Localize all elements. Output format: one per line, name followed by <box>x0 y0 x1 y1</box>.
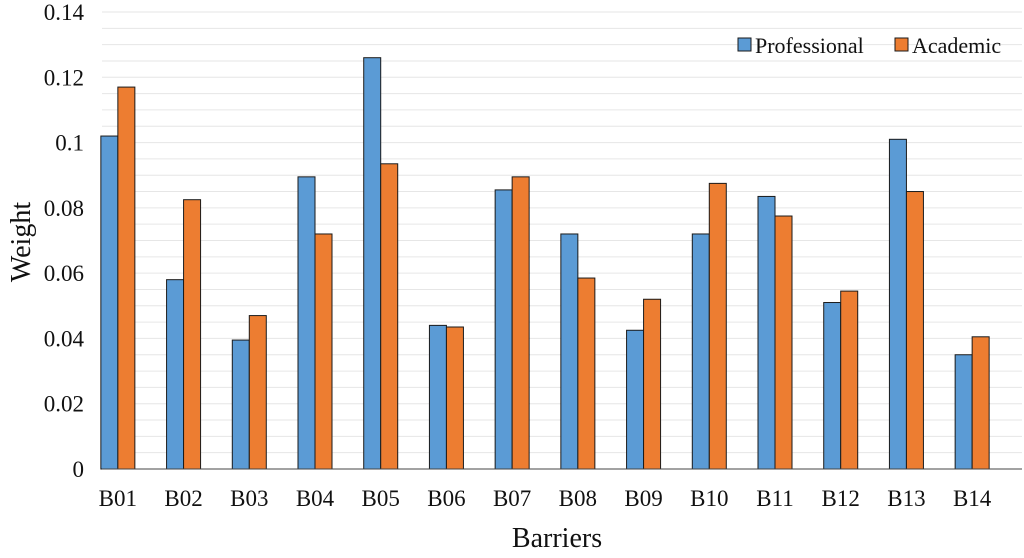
legend-swatch-professional <box>737 37 752 52</box>
x-tick-label: B09 <box>624 486 662 511</box>
x-tick-label: B04 <box>296 486 335 511</box>
bar-professional-b10 <box>691 233 710 470</box>
x-tick-label: B14 <box>953 486 992 511</box>
x-tick-label: B11 <box>756 486 794 511</box>
bar-academic-b06 <box>445 326 464 470</box>
x-tick-label: B08 <box>559 486 597 511</box>
bar-academic-b02 <box>183 199 202 470</box>
bar-academic-b12 <box>840 290 859 470</box>
y-tick-label: 0.02 <box>44 392 84 417</box>
x-tick-labels: B01 B02 B03 B04 B05 B06 B07 B08 B09 B10 B11 B12 B13 B… <box>99 486 992 511</box>
legend-label-academic: Academic <box>912 33 1001 58</box>
x-tick-label: B02 <box>164 486 202 511</box>
bar-academic-b08 <box>577 277 596 470</box>
bar-professional-b05 <box>363 57 382 470</box>
bar-professional-b09 <box>626 329 645 470</box>
y-tick-label: 0.08 <box>44 196 84 221</box>
legend-swatch-academic <box>894 37 909 52</box>
x-tick-label: B07 <box>493 486 531 511</box>
bar-professional-b07 <box>494 189 513 470</box>
y-tick-label: 0.1 <box>55 131 84 156</box>
x-tick-label: B12 <box>822 486 860 511</box>
bar-academic-b03 <box>248 315 267 470</box>
bar-academic-b14 <box>971 336 990 470</box>
x-tick-label: B13 <box>887 486 925 511</box>
bar-professional-b14 <box>954 354 973 470</box>
bar-academic-b04 <box>314 233 333 470</box>
x-tick-label: B05 <box>362 486 400 511</box>
y-tick-labels: 0 0.02 0.04 0.06 0.08 0.1 0.12 0.14 <box>44 0 85 482</box>
bar-professional-b12 <box>823 302 842 470</box>
legend-label-professional: Professional <box>755 33 864 58</box>
bar-academic-b01 <box>117 86 136 470</box>
bar-academic-b07 <box>511 176 530 470</box>
bar-academic-b09 <box>643 298 662 470</box>
bar-academic-b11 <box>774 215 793 470</box>
bar-professional-b06 <box>428 324 447 470</box>
bar-professional-b03 <box>231 339 250 470</box>
x-tick-label: B03 <box>230 486 268 511</box>
y-tick-label: 0.14 <box>44 0 85 25</box>
bar-professional-b01 <box>100 135 119 470</box>
bar-professional-b08 <box>560 233 579 470</box>
x-tick-label: B10 <box>690 486 728 511</box>
bars <box>100 57 990 470</box>
y-tick-label: 0.06 <box>44 261 84 286</box>
bar-professional-b02 <box>166 279 185 470</box>
y-tick-label: 0 <box>73 457 85 482</box>
bar-professional-b13 <box>888 138 907 470</box>
bar-academic-b10 <box>708 182 727 470</box>
bar-professional-b04 <box>297 176 316 470</box>
bar-academic-b05 <box>380 163 399 470</box>
y-axis-title: Weight <box>6 202 37 282</box>
bar-academic-b13 <box>905 191 924 470</box>
legend: Professional Academic <box>737 33 1001 58</box>
x-tick-label: B01 <box>99 486 137 511</box>
x-axis-title: Barriers <box>512 523 602 554</box>
bar-professional-b11 <box>757 195 776 470</box>
x-tick-label: B06 <box>427 486 465 511</box>
y-tick-label: 0.12 <box>44 65 84 90</box>
y-tick-label: 0.04 <box>44 326 85 351</box>
